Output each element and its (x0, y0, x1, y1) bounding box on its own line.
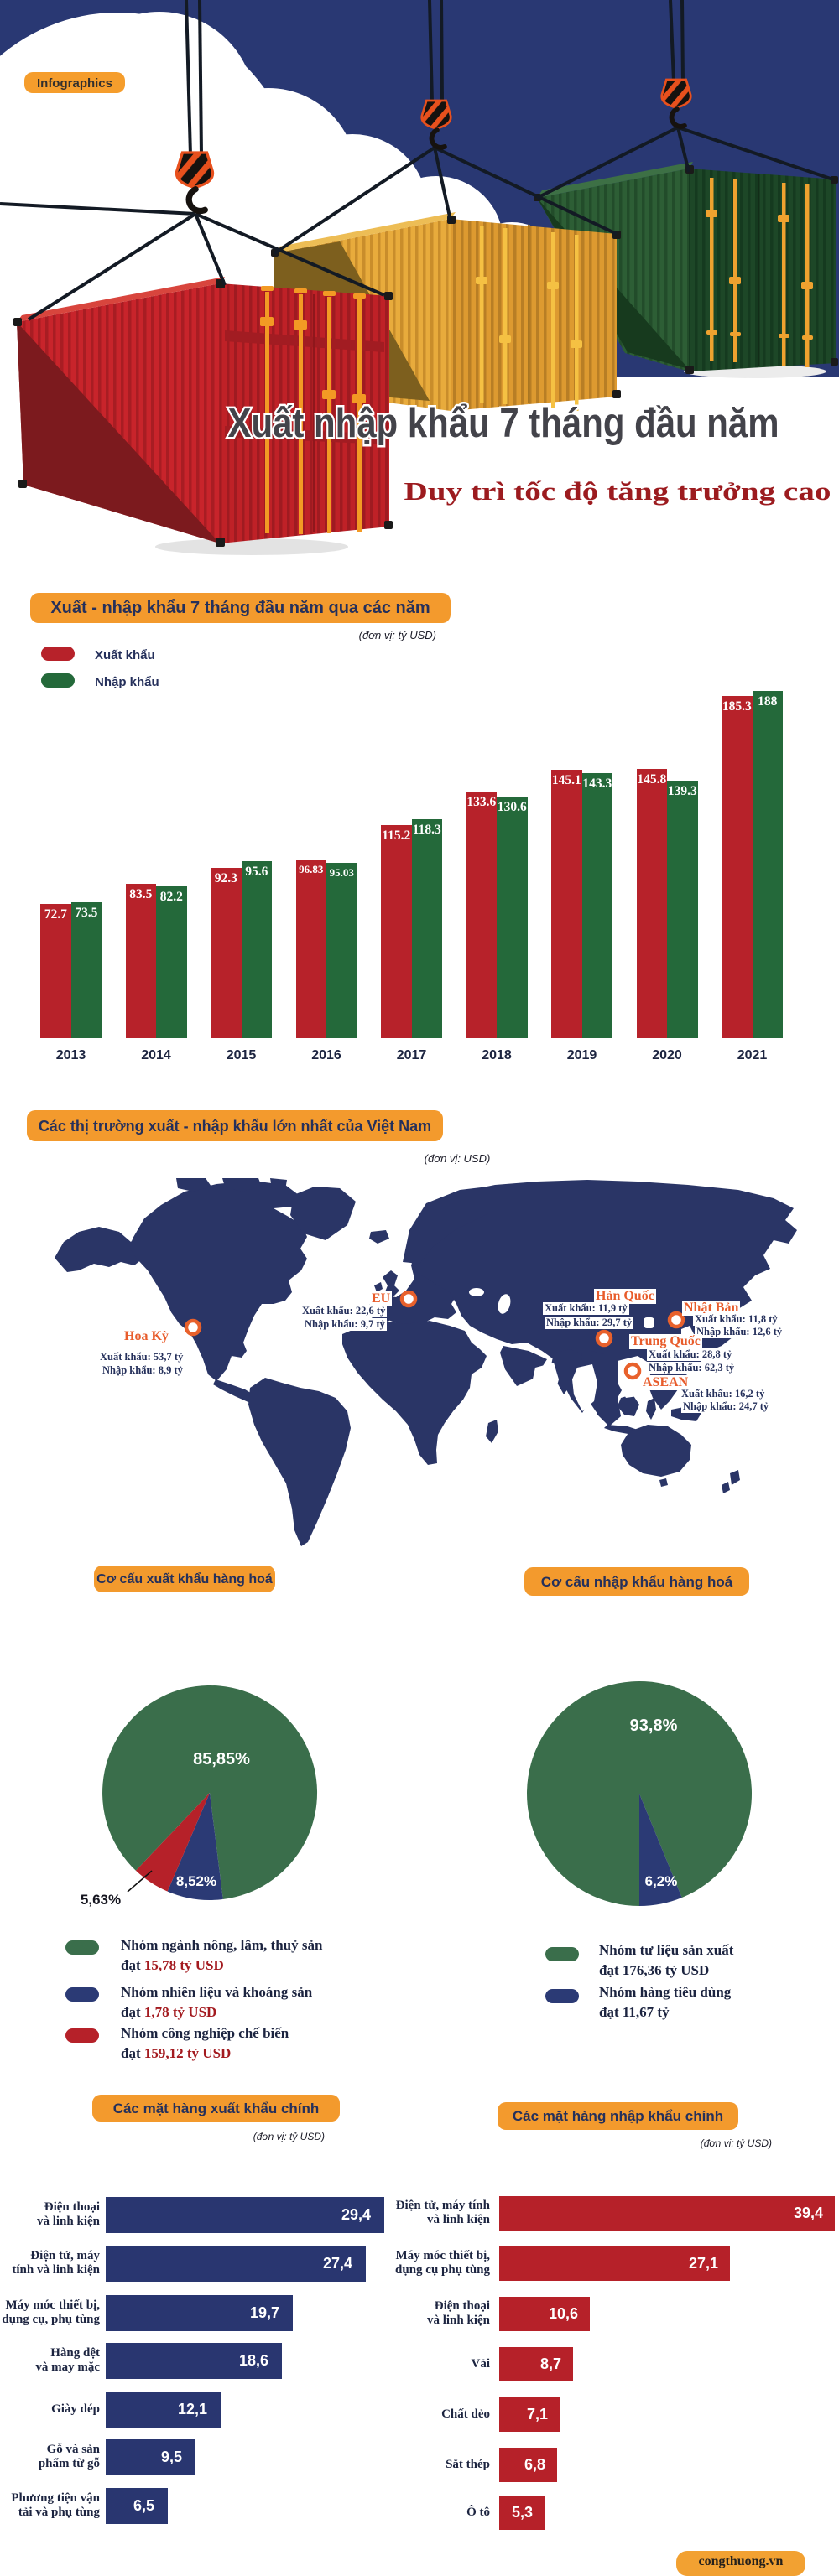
svg-text:Infographics: Infographics (37, 76, 112, 91)
svg-text:Duy trì tốc độ tăng trưởng cao: Duy trì tốc độ tăng trưởng cao (404, 476, 831, 506)
svg-text:Xuất nhập khẩu 7 tháng đầu năm: Xuất nhập khẩu 7 tháng đầu năm (228, 401, 779, 446)
